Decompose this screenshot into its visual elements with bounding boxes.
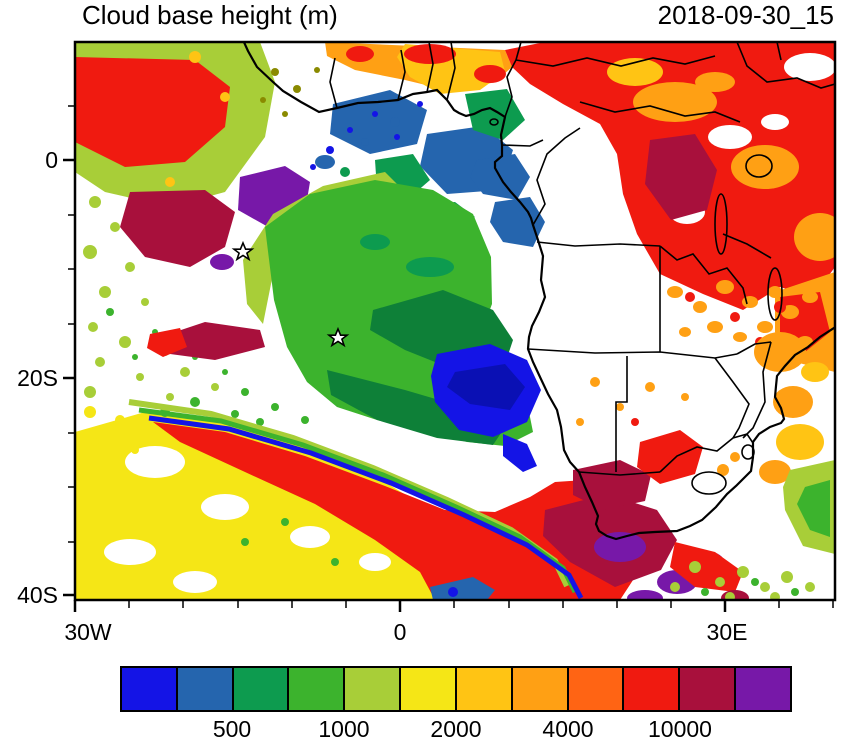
cloud-frontal-band bbox=[128, 399, 749, 600]
colorbar-cell-2 bbox=[233, 668, 290, 710]
timestamp-label: 2018-09-30_15 bbox=[658, 0, 834, 30]
map-plot: Cloud base height (m) 2018-09-30_15 bbox=[17, 0, 837, 645]
page-title: Cloud base height (m) bbox=[82, 0, 338, 30]
colorbar-cell-3 bbox=[289, 668, 346, 710]
star-marker-icon bbox=[231, 240, 255, 262]
colorbar-cell-1 bbox=[177, 668, 234, 710]
cloud-central-africa bbox=[325, 42, 835, 372]
colorbar-boundary-label: 1000 bbox=[318, 716, 370, 742]
x-tick-0: 0 bbox=[394, 619, 407, 645]
star-markers bbox=[231, 240, 350, 348]
colorbar-cell-8 bbox=[568, 668, 625, 710]
x-tick-30e: 30E bbox=[707, 619, 748, 645]
x-tick-30w: 30W bbox=[64, 619, 112, 645]
colorbar-cell-10 bbox=[680, 668, 737, 710]
plot-frame: 0 20S 40S 30W 0 30E bbox=[17, 40, 837, 645]
colorbar-boundary-label: 4000 bbox=[542, 716, 594, 742]
colorbar-cell-7 bbox=[512, 668, 569, 710]
y-tick-0: 0 bbox=[45, 147, 58, 173]
colorbar-labels: 500 1000 2000 4000 10000 bbox=[120, 716, 792, 748]
colorbar-boundary-label: 10000 bbox=[647, 716, 712, 742]
colorbar-boundary-label: 500 bbox=[212, 716, 252, 742]
colorbar-cell-6 bbox=[456, 668, 513, 710]
cloud-blue-patch bbox=[431, 344, 595, 550]
colorbar-cell-4 bbox=[345, 668, 402, 710]
cloud-east-speckle bbox=[667, 280, 818, 348]
y-tick-40s: 40S bbox=[17, 582, 58, 608]
colorbar-boundary-label: 2000 bbox=[430, 716, 482, 742]
colorbar-cell-5 bbox=[401, 668, 457, 710]
colorbar-cell-11 bbox=[736, 668, 790, 710]
y-tick-20s: 20S bbox=[17, 365, 58, 391]
colorbar bbox=[120, 666, 792, 712]
colorbar-cell-0 bbox=[122, 668, 178, 710]
cloud-field bbox=[75, 42, 835, 600]
colorbar-cell-9 bbox=[624, 668, 681, 710]
coastline-borders bbox=[242, 42, 835, 541]
star-marker-icon bbox=[326, 326, 350, 348]
